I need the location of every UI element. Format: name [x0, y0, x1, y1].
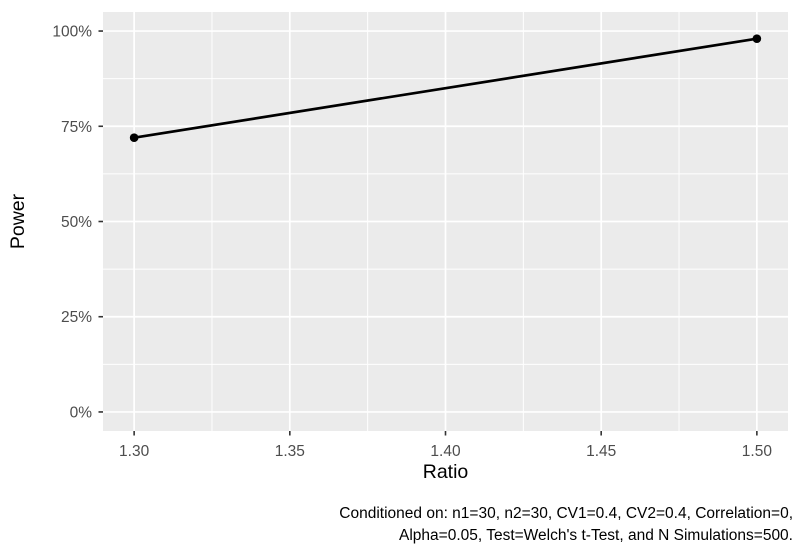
y-tick-label: 75%: [61, 119, 92, 136]
x-tick-label: 1.40: [430, 443, 461, 460]
power-line: [133, 37, 758, 140]
plot-caption: Conditioned on: n1=30, n2=30, CV1=0.4, C…: [339, 503, 793, 546]
x-tick-label: 1.50: [742, 443, 773, 460]
x-tick-label: 1.45: [586, 443, 616, 460]
y-tick-label: 25%: [61, 309, 92, 326]
y-tick-label: 100%: [52, 24, 92, 41]
x-axis-title: Ratio: [422, 461, 469, 483]
y-tick-label: 0%: [70, 404, 93, 421]
data-point: [129, 133, 139, 142]
x-tick-label: 1.30: [119, 443, 150, 460]
data-point: [752, 34, 762, 43]
y-tick-label: 50%: [61, 214, 92, 231]
caption-line-1: Conditioned on: n1=30, n2=30, CV1=0.4, C…: [339, 505, 793, 522]
x-tick-label: 1.35: [275, 443, 305, 460]
caption-line-2: Alpha=0.05, Test=Welch's t-Test, and N S…: [399, 526, 793, 544]
